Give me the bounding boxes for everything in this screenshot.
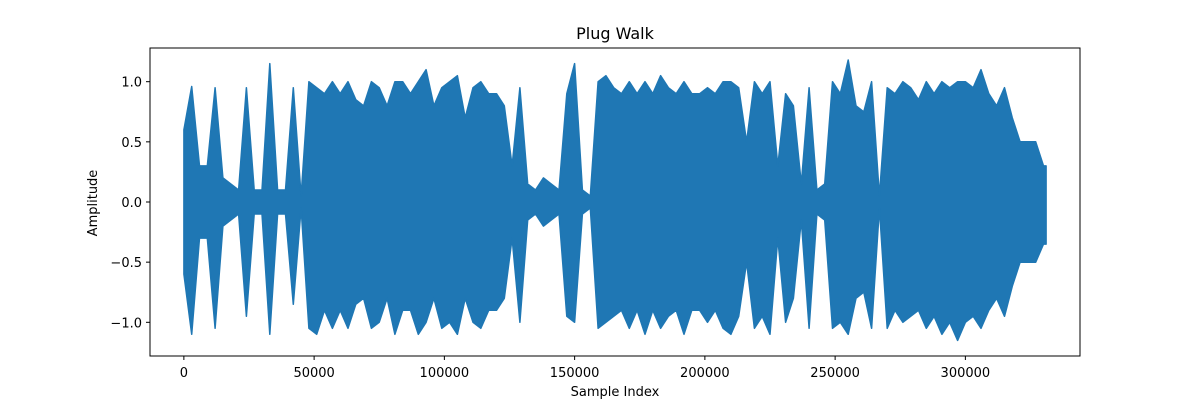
x-axis-ticks: 0 50000 100000 150000 200000 250000 300000 [180, 356, 990, 381]
y-tick-label: −1.0 [110, 316, 142, 331]
y-axis-ticks: −1.0 −0.5 0.0 0.5 1.0 [110, 76, 150, 331]
x-tick-label: 300000 [941, 366, 991, 381]
series-layer [183, 59, 1047, 342]
x-axis-label: Sample Index [571, 385, 660, 400]
x-tick-label: 100000 [420, 366, 470, 381]
waveform-series-0 [183, 59, 1047, 342]
x-tick-label: 0 [180, 366, 188, 381]
y-tick-label: 0.0 [121, 196, 142, 211]
plot-area [149, 47, 1081, 357]
x-tick-label: 200000 [680, 366, 730, 381]
y-tick-label: −0.5 [110, 256, 142, 271]
x-tick-label: 50000 [293, 366, 334, 381]
y-axis-label: Amplitude [86, 170, 101, 237]
y-tick-label: 1.0 [121, 76, 142, 91]
x-tick-label: 150000 [550, 366, 600, 381]
x-tick-label: 250000 [810, 366, 860, 381]
y-tick-label: 0.5 [121, 136, 142, 151]
chart-title: Plug Walk [576, 24, 655, 43]
